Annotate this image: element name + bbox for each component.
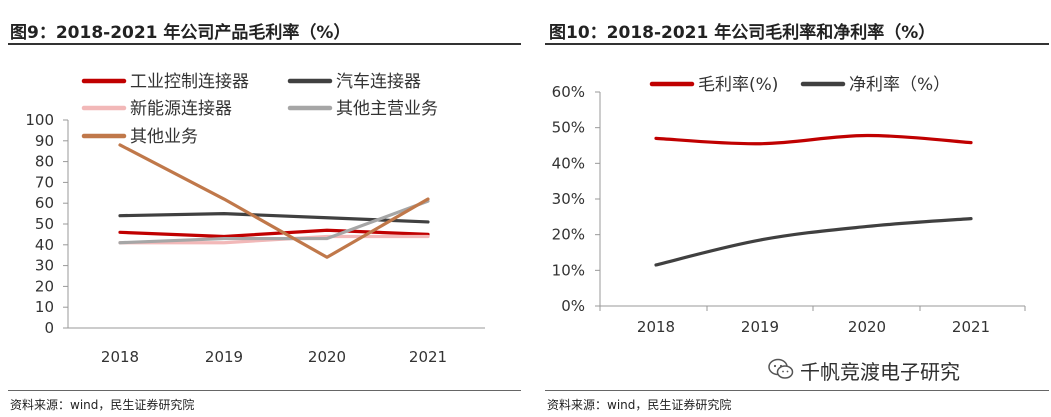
left-y-tick-label: 80	[35, 153, 54, 171]
watermark-text: 千帆竞渡电子研究	[800, 360, 960, 384]
right-legend-label-2: 净利率（%）	[849, 75, 950, 95]
right-x-tick-label: 2021	[952, 318, 990, 336]
left-y-tick-label: 0	[44, 319, 54, 337]
right-chart-panel: 图10：2018-2021 年公司毛利率和净利率（%） 0% 10% 20% 30% 4…	[537, 0, 1051, 417]
left-x-tick-label: 2018	[101, 348, 139, 366]
right-series-line-1	[654, 133, 973, 146]
left-source-note: 资料来源：wind，民生证券研究院	[10, 398, 195, 412]
left-y-tick-label: 70	[35, 173, 54, 191]
wechat-icon	[768, 358, 794, 379]
left-chart-svg: 0 10 20 30 40 50 60 70 80 90 100 2018 2019 2020 2021 工业…	[25, 72, 485, 366]
left-y-tick-label: 50	[35, 215, 54, 233]
left-legend-label-2: 汽车连接器	[336, 72, 421, 92]
right-source-rule	[545, 390, 1049, 391]
left-x-tick-label: 2020	[308, 348, 346, 366]
left-y-tick-label: 100	[25, 111, 54, 129]
left-y-tick-label: 60	[35, 194, 54, 212]
left-y-tick-label: 10	[35, 298, 54, 316]
left-legend-label-5: 其他业务	[130, 127, 198, 147]
left-series-line-1	[118, 228, 430, 239]
right-y-tick-label: 50%	[552, 119, 585, 137]
left-y-tick-label: 20	[35, 277, 54, 295]
right-chart-svg: 0% 10% 20% 30% 40% 50% 60% 2018 2019 2020 2021 毛利率(…	[552, 75, 1026, 336]
right-chart-title: 图10：2018-2021 年公司毛利率和净利率（%）	[549, 23, 936, 43]
left-y-tick-label: 30	[35, 257, 54, 275]
left-source-rule	[8, 390, 521, 391]
left-title-rule	[8, 43, 521, 45]
left-x-tick-label: 2021	[409, 348, 447, 366]
right-y-tick-label: 30%	[552, 190, 585, 208]
left-chart-title: 图9：2018-2021 年公司产品毛利率（%）	[10, 23, 351, 43]
right-legend-label-1: 毛利率(%)	[698, 75, 778, 95]
left-x-tick-label: 2019	[205, 348, 243, 366]
right-y-tick-label: 60%	[552, 83, 585, 101]
left-series-line-4	[118, 199, 430, 245]
right-x-tick-label: 2020	[848, 318, 886, 336]
left-legend-label-4: 其他主营业务	[336, 99, 438, 119]
right-series-line-2	[654, 217, 973, 267]
right-y-tick-label: 20%	[552, 226, 585, 244]
right-y-tick-label: 10%	[552, 261, 585, 279]
right-y-tick-label: 0%	[561, 297, 585, 315]
left-y-tick-label: 90	[35, 132, 54, 150]
left-y-tick-label: 40	[35, 236, 54, 254]
left-legend-label-3: 新能源连接器	[130, 99, 232, 119]
right-source-note: 资料来源：wind，民生证券研究院	[547, 398, 732, 412]
right-x-tick-label: 2018	[637, 318, 675, 336]
right-title-rule	[545, 43, 1049, 45]
right-y-tick-label: 40%	[552, 154, 585, 172]
right-x-tick-label: 2019	[741, 318, 779, 336]
left-series-line-5	[118, 143, 430, 259]
left-chart-panel: 图9：2018-2021 年公司产品毛利率（%） 0 10 20 30 40 50 60 70…	[0, 0, 523, 417]
left-legend-label-1: 工业控制连接器	[130, 72, 249, 92]
